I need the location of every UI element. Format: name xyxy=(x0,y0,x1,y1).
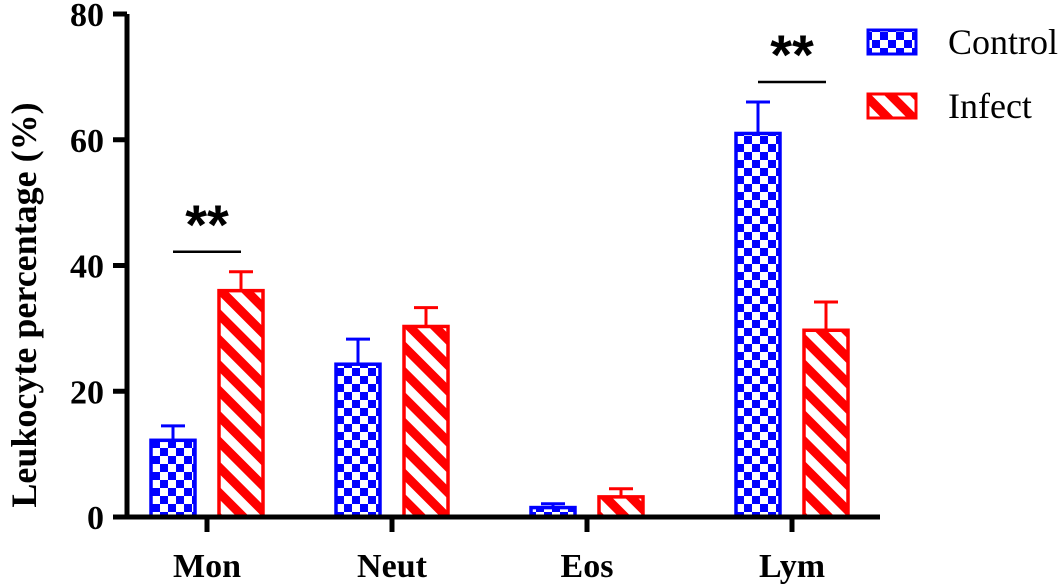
bar-control-lym xyxy=(734,131,782,519)
bars-group xyxy=(149,131,850,519)
x-tick-label-eos: Eos xyxy=(561,548,614,585)
legend: Control Infect xyxy=(866,22,1058,126)
y-tick-label: 0 xyxy=(87,500,104,537)
x-tick-label-neut: Neut xyxy=(357,548,428,585)
y-axis-label: Leukocyte percentage (%) xyxy=(4,102,44,507)
bar-control-mon xyxy=(149,438,197,519)
y-tick-label: 80 xyxy=(70,0,104,34)
error-bars-group xyxy=(161,100,838,508)
x-ticks-group: Mon Neut Eos Lym xyxy=(173,517,825,585)
legend-swatch-infect xyxy=(866,92,918,120)
bar-control-neut xyxy=(334,362,382,519)
y-tick-label: 40 xyxy=(70,249,104,286)
legend-label-control: Control xyxy=(948,22,1058,62)
legend-swatch-control xyxy=(866,28,918,56)
y-ticks-group: 0 20 40 60 80 xyxy=(70,0,127,537)
legend-label-infect: Infect xyxy=(948,86,1032,126)
y-tick-label: 20 xyxy=(70,374,104,411)
significance-label-mon: ** xyxy=(185,193,229,256)
x-tick-label-lym: Lym xyxy=(759,548,825,585)
bar-infect-eos xyxy=(597,495,645,519)
bar-infect-lym xyxy=(802,328,850,519)
bar-infect-neut xyxy=(402,324,450,519)
x-tick-label-mon: Mon xyxy=(173,548,241,585)
bar-infect-mon xyxy=(217,288,265,519)
y-tick-label: 60 xyxy=(70,123,104,160)
significance-group: ** ** xyxy=(173,23,826,256)
significance-label-lym: ** xyxy=(770,23,814,86)
